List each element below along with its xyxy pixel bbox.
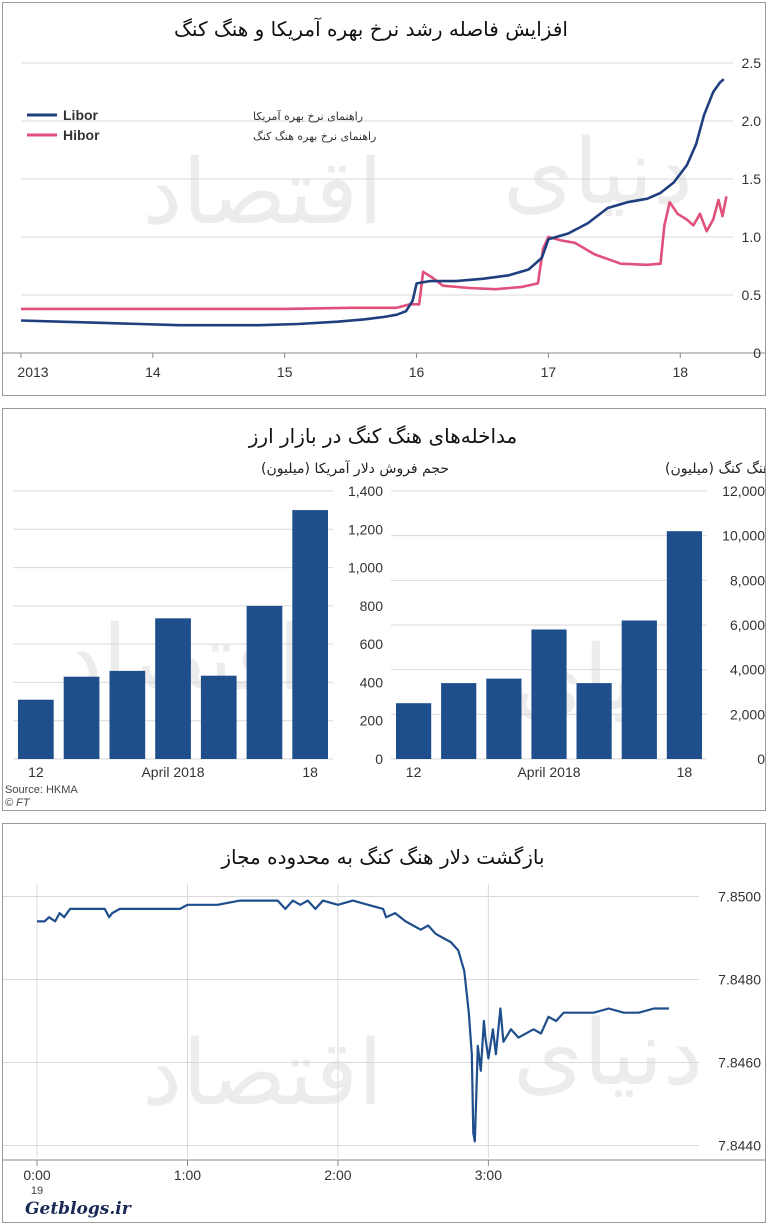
y-tick-label: 2.0: [742, 113, 762, 129]
x-tick-label: 15: [277, 364, 293, 380]
hibor-line: [21, 196, 728, 311]
bar: [18, 699, 54, 759]
bar: [486, 678, 522, 759]
watermark-word-2: اقتصاد: [142, 140, 383, 245]
y-tick-label: 1.5: [742, 171, 762, 187]
watermark-word-1: دنیای: [513, 1001, 703, 1106]
watermark-word-1: دنیای: [503, 120, 693, 225]
chart-title: بازگشت دلار هنگ کنگ به محدوده مجاز: [220, 845, 544, 869]
hkd-return-panel: دنیای اقتصاد 7.8440 7.8460 7.8480 7.8500 0:…: [2, 823, 766, 1223]
bar: [621, 620, 657, 759]
y-tick-label: 1,200: [348, 521, 383, 537]
x-tick-label: 18: [302, 764, 318, 780]
legend-desc-libor: راهنمای نرخ بهره آمریکا: [253, 109, 363, 123]
intervention-charts: دنیای اقتصاد مداخله‌های هنگ کنگ در بازار…: [5, 424, 765, 809]
intervention-panel: دنیای اقتصاد مداخله‌های هنگ کنگ در بازار…: [2, 408, 766, 811]
bar: [200, 675, 237, 759]
y-tick-label: 7.8440: [718, 1138, 761, 1154]
y-tick-label: 2.5: [742, 55, 762, 71]
bar: [666, 531, 702, 759]
chart-title: مداخله‌های هنگ کنگ در بازار ارز: [248, 424, 517, 448]
bar: [109, 670, 146, 759]
footer-logo-background: [17, 1196, 139, 1218]
y-tick-label: 7.8460: [718, 1055, 761, 1071]
legend-label-hibor: Hibor: [63, 127, 100, 143]
y-tick-label: 1,000: [348, 560, 383, 576]
x-tick-label: 12: [406, 764, 422, 780]
x-tick-label: 18: [672, 364, 688, 380]
hkd-rate-line: [37, 899, 669, 1143]
y-tick-label: 8,000: [730, 572, 765, 588]
bar: [396, 703, 432, 759]
x-tick-label: 12: [28, 764, 44, 780]
watermark: دنیای اقتصاد: [142, 120, 693, 245]
y-tick-label: 200: [360, 713, 384, 729]
bar: [441, 683, 477, 759]
footer-logo: Getblogs.ir: [17, 1196, 139, 1219]
watermark: دنیای اقتصاد: [142, 1001, 703, 1126]
y-tick-label: 2,000: [730, 706, 765, 722]
bar: [531, 629, 567, 759]
y-tick-label: 4,000: [730, 662, 765, 678]
legend: Libor راهنمای نرخ بهره آمریکا Hibor راهن…: [27, 107, 376, 143]
y-tick-label: 6,000: [730, 617, 765, 633]
y-tick-label: 0: [375, 751, 383, 767]
x-tick-label: 0:00: [23, 1167, 50, 1183]
y-tick-label: 0.5: [742, 287, 762, 303]
left-chart-subtitle: حجم فروش دلار آمریکا (میلیون): [261, 460, 449, 477]
y-tick-label: 7.8480: [718, 971, 761, 987]
y-tick-label: 1.0: [742, 229, 762, 245]
chart-title: افزایش فاصله رشد نرخ بهره آمریکا و هنگ ک…: [174, 16, 568, 41]
bar: [155, 618, 191, 759]
right-chart-subtitle: حجم خرید دلار هنگ کنگ (میلیون): [665, 460, 765, 477]
y-tick-label: 12,000: [722, 483, 765, 499]
bar: [576, 683, 612, 759]
hkd-chart: دنیای اقتصاد 7.8440 7.8460 7.8480 7.8500 0:…: [3, 845, 765, 1219]
y-tick-label: 10,000: [722, 528, 765, 544]
legend-desc-hibor: راهنمای نرخ بهره هنگ کنگ: [253, 130, 376, 143]
x-date-label: 19: [31, 1185, 43, 1197]
source-text: Source: HKMA: [5, 784, 78, 796]
footer-logo-text: Getblogs.ir: [25, 1199, 132, 1219]
y-tick-label: 600: [360, 636, 384, 652]
interest-rate-chart: دنیای اقتصاد 0 0.5 1.0 1.5 2.0 2.5 2013 14 15 16…: [3, 16, 765, 380]
credit-text: © FT: [5, 797, 31, 809]
libor-line: [20, 78, 725, 327]
bar: [246, 605, 283, 759]
watermark-word-2: اقتصاد: [142, 1021, 383, 1126]
x-tick-label: 18: [677, 764, 693, 780]
interest-rate-panel: دنیای اقتصاد 0 0.5 1.0 1.5 2.0 2.5 2013 14 15 16…: [2, 2, 766, 396]
bar: [63, 676, 100, 759]
y-tick-label: 7.8500: [718, 888, 761, 904]
legend-label-libor: Libor: [63, 107, 99, 123]
y-tick-label: 400: [360, 674, 384, 690]
x-tick-label: April 2018: [141, 764, 204, 780]
x-tick-label: 2013: [17, 364, 48, 380]
y-tick-label: 1,400: [348, 483, 383, 499]
bar: [292, 510, 328, 759]
x-tick-label: 2:00: [324, 1167, 351, 1183]
x-tick-label: 3:00: [475, 1167, 502, 1183]
y-tick-label: 800: [360, 598, 384, 614]
y-tick-label: 0: [757, 751, 765, 767]
x-tick-label: 16: [409, 364, 425, 380]
x-tick-label: 1:00: [174, 1167, 201, 1183]
y-tick-label: 0: [753, 345, 761, 361]
x-tick-label: 14: [145, 364, 161, 380]
x-tick-label: April 2018: [517, 764, 580, 780]
x-tick-label: 17: [541, 364, 557, 380]
